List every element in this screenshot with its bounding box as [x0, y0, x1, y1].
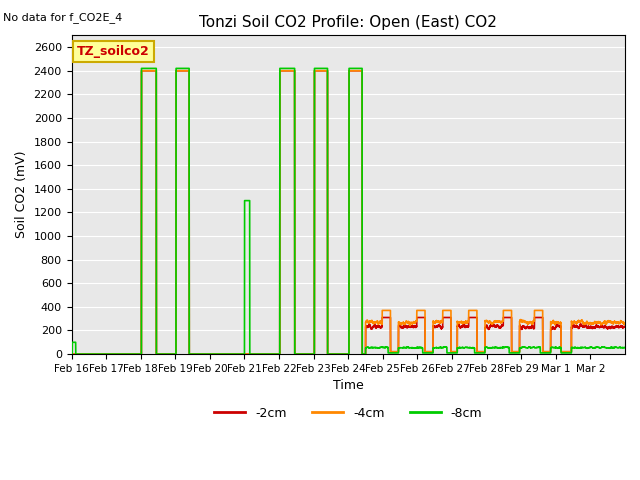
Title: Tonzi Soil CO2 Profile: Open (East) CO2: Tonzi Soil CO2 Profile: Open (East) CO2: [199, 15, 497, 30]
Text: TZ_soilco2: TZ_soilco2: [77, 45, 150, 58]
Y-axis label: Soil CO2 (mV): Soil CO2 (mV): [15, 151, 28, 239]
Text: No data for f_CO2E_4: No data for f_CO2E_4: [3, 12, 122, 23]
X-axis label: Time: Time: [333, 379, 364, 392]
Legend: -2cm, -4cm, -8cm: -2cm, -4cm, -8cm: [209, 402, 488, 425]
